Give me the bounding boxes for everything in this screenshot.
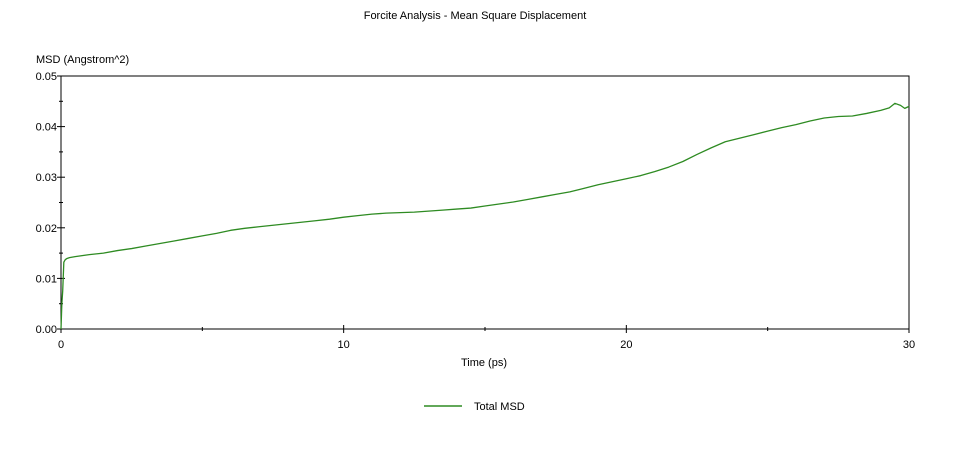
legend-label-total-msd: Total MSD	[474, 401, 525, 413]
chart-title: Forcite Analysis - Mean Square Displacem…	[364, 10, 587, 22]
series-layer	[60, 102, 910, 330]
series-line-total-msd	[60, 102, 910, 330]
y-tick-label: 0.02	[36, 223, 57, 235]
y-tick-label: 0.04	[36, 122, 57, 134]
x-tick-label: 0	[58, 339, 64, 351]
x-tick-label: 20	[620, 339, 632, 351]
y-axis-label: MSD (Angstrom^2)	[36, 54, 129, 66]
y-tick-label: 0.00	[36, 324, 57, 336]
y-tick-label: 0.05	[36, 71, 57, 83]
y-tick-label: 0.01	[36, 273, 57, 285]
x-tick-label: 30	[903, 339, 915, 351]
plot-area-frame	[60, 75, 910, 330]
x-axis-label: Time (ps)	[461, 357, 507, 369]
y-tick-label: 0.03	[36, 172, 57, 184]
x-tick-label: 10	[338, 339, 350, 351]
y-axis-ticks: 0.00 0.01 0.02 0.03 0.04 0.05	[36, 71, 65, 336]
x-axis-ticks: 0 10 20 30	[58, 325, 915, 351]
legend: Total MSD	[424, 401, 525, 413]
